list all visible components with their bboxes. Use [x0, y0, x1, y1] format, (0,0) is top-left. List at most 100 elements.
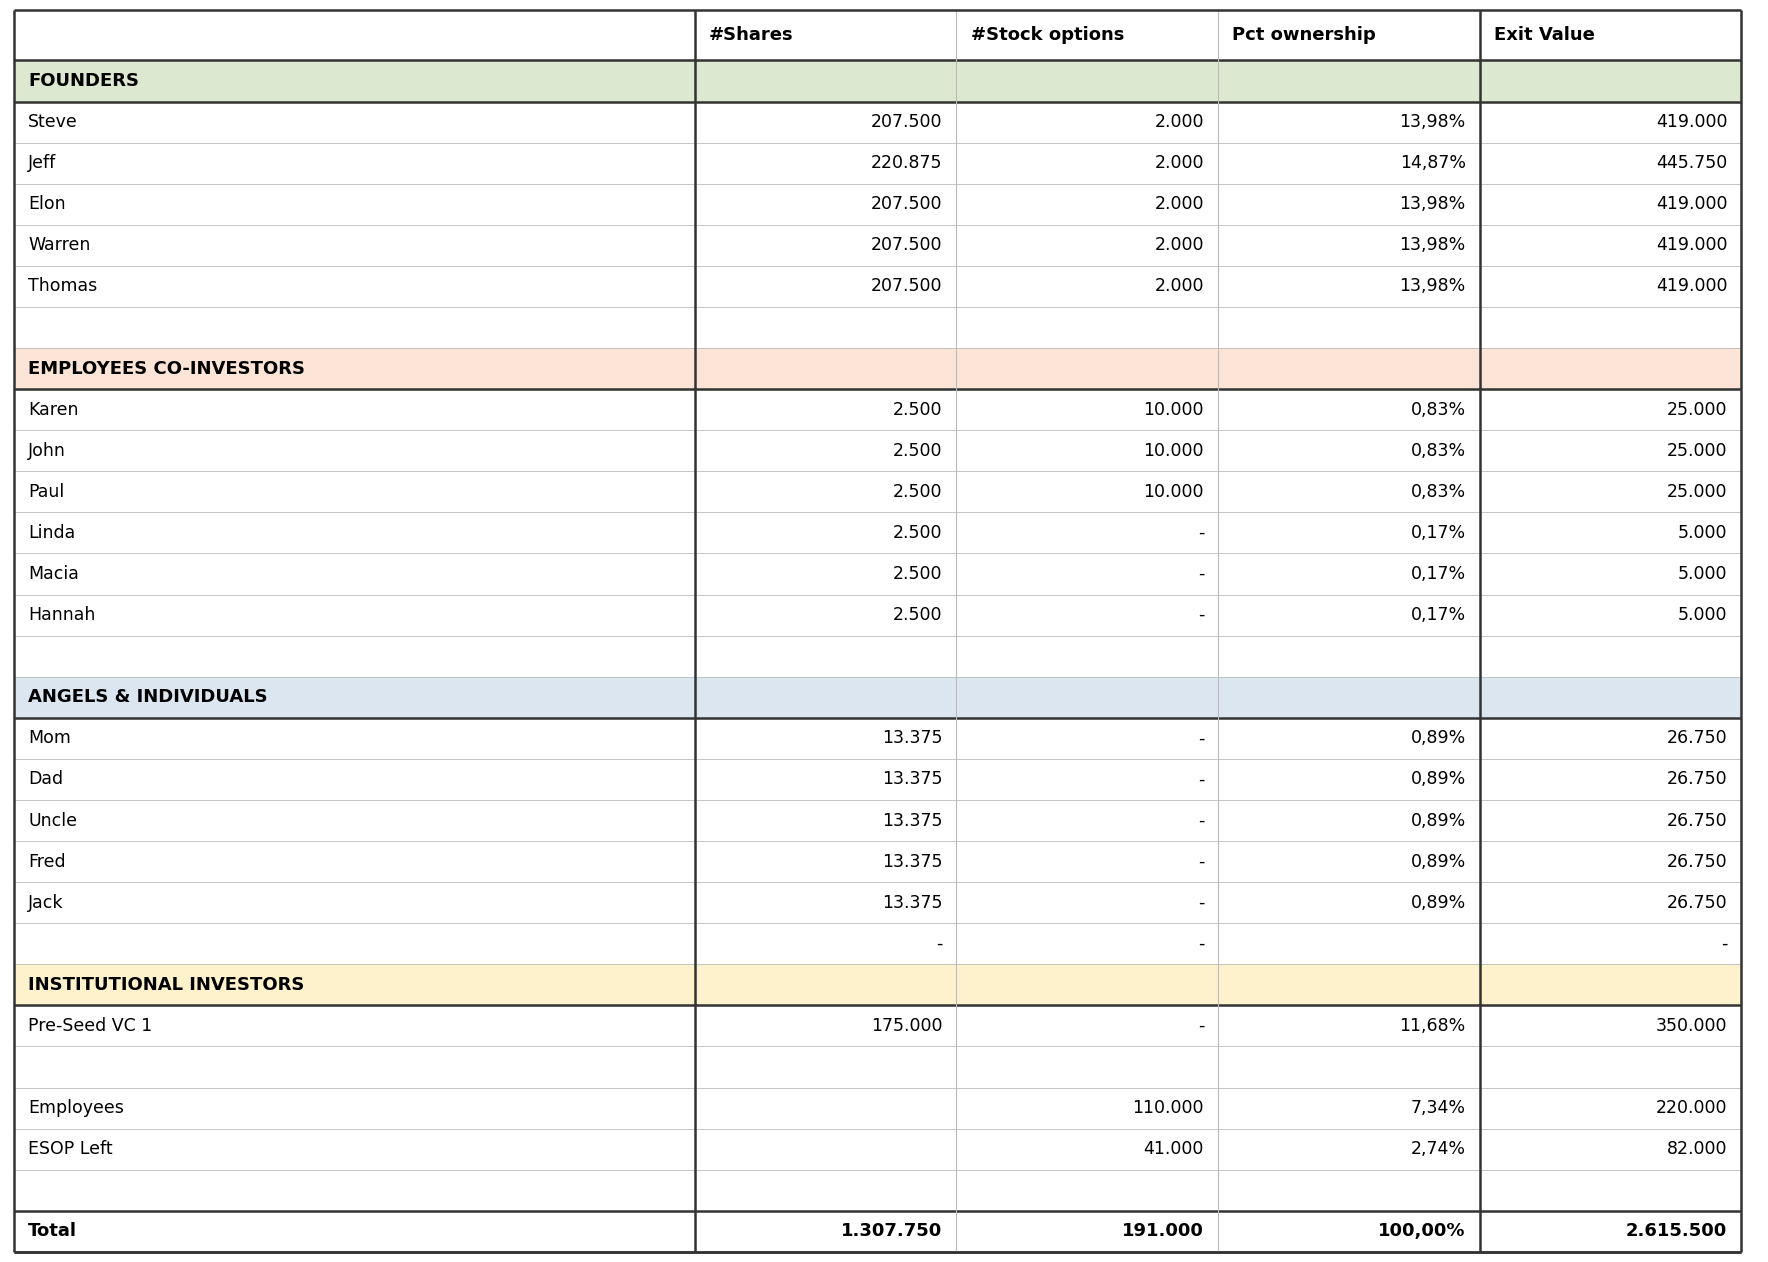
Text: 26.750: 26.750 [1667, 893, 1727, 911]
Bar [14, 1210, 1741, 1252]
Text: 445.750: 445.750 [1657, 154, 1727, 172]
Text: 2.615.500: 2.615.500 [1627, 1223, 1727, 1241]
Text: 2.000: 2.000 [1155, 154, 1204, 172]
Bar [14, 964, 1741, 1006]
Bar [14, 430, 1741, 471]
Text: 13.375: 13.375 [882, 811, 942, 829]
Bar [14, 471, 1741, 512]
Bar [14, 676, 1741, 718]
Bar [14, 225, 1741, 266]
Text: FOUNDERS: FOUNDERS [28, 72, 140, 90]
Text: 110.000: 110.000 [1133, 1099, 1204, 1117]
Text: ESOP Left: ESOP Left [28, 1140, 113, 1159]
Text: 0,89%: 0,89% [1411, 811, 1466, 829]
Text: 25.000: 25.000 [1667, 400, 1727, 419]
Text: -: - [1197, 1017, 1204, 1035]
Text: INSTITUTIONAL INVESTORS: INSTITUTIONAL INVESTORS [28, 976, 304, 994]
Bar [14, 143, 1741, 184]
Text: 0,89%: 0,89% [1411, 853, 1466, 871]
Text: 5.000: 5.000 [1678, 606, 1727, 625]
Text: 25.000: 25.000 [1667, 483, 1727, 501]
Bar [14, 882, 1741, 924]
Text: 220.000: 220.000 [1657, 1099, 1727, 1117]
Bar [14, 1046, 1741, 1088]
Text: Macia: Macia [28, 565, 80, 583]
Text: 5.000: 5.000 [1678, 565, 1727, 583]
Bar [14, 307, 1741, 348]
Bar [14, 10, 1741, 61]
Text: Thomas: Thomas [28, 278, 97, 295]
Text: ANGELS & INDIVIDUALS: ANGELS & INDIVIDUALS [28, 688, 269, 707]
Text: 13,98%: 13,98% [1400, 278, 1466, 295]
Text: -: - [1197, 524, 1204, 541]
Text: Fred: Fred [28, 853, 65, 871]
Bar [14, 61, 1741, 101]
Text: 0,17%: 0,17% [1411, 606, 1466, 625]
Text: Paul: Paul [28, 483, 65, 501]
Text: 207.500: 207.500 [872, 278, 942, 295]
Bar [14, 348, 1741, 389]
Text: 14,87%: 14,87% [1400, 154, 1466, 172]
Text: 419.000: 419.000 [1657, 114, 1727, 131]
Text: -: - [1197, 893, 1204, 911]
Text: 26.750: 26.750 [1667, 853, 1727, 871]
Bar [14, 1128, 1741, 1170]
Text: 100,00%: 100,00% [1379, 1223, 1466, 1241]
Text: 0,17%: 0,17% [1411, 565, 1466, 583]
Text: 0,89%: 0,89% [1411, 729, 1466, 747]
Text: 13.375: 13.375 [882, 729, 942, 747]
Text: 26.750: 26.750 [1667, 811, 1727, 829]
Text: 2.000: 2.000 [1155, 278, 1204, 295]
Text: 207.500: 207.500 [872, 236, 942, 255]
Text: 419.000: 419.000 [1657, 196, 1727, 213]
Text: -: - [935, 935, 942, 953]
Text: 419.000: 419.000 [1657, 278, 1727, 295]
Text: 2.500: 2.500 [893, 442, 942, 459]
Text: 350.000: 350.000 [1657, 1017, 1727, 1035]
Text: 0,83%: 0,83% [1411, 483, 1466, 501]
Bar [14, 636, 1741, 676]
Text: 207.500: 207.500 [872, 196, 942, 213]
Text: 419.000: 419.000 [1657, 236, 1727, 255]
Text: 13,98%: 13,98% [1400, 196, 1466, 213]
Text: 13,98%: 13,98% [1400, 236, 1466, 255]
Text: -: - [1197, 729, 1204, 747]
Bar [14, 594, 1741, 636]
Text: -: - [1197, 811, 1204, 829]
Bar [14, 1006, 1741, 1046]
Text: Hannah: Hannah [28, 606, 95, 625]
Text: -: - [1720, 935, 1727, 953]
Text: Elon: Elon [28, 196, 65, 213]
Text: 13.375: 13.375 [882, 770, 942, 789]
Bar [14, 184, 1741, 225]
Text: Karen: Karen [28, 400, 80, 419]
Text: Uncle: Uncle [28, 811, 78, 829]
Text: 207.500: 207.500 [872, 114, 942, 131]
Text: 2.000: 2.000 [1155, 196, 1204, 213]
Bar [14, 1088, 1741, 1128]
Text: 2.500: 2.500 [893, 524, 942, 541]
Text: 26.750: 26.750 [1667, 770, 1727, 789]
Text: Warren: Warren [28, 236, 90, 255]
Text: 10.000: 10.000 [1144, 442, 1204, 459]
Text: 11,68%: 11,68% [1400, 1017, 1466, 1035]
Text: 191.000: 191.000 [1123, 1223, 1204, 1241]
Text: 0,89%: 0,89% [1411, 770, 1466, 789]
Text: #Shares: #Shares [709, 27, 794, 44]
Text: -: - [1197, 565, 1204, 583]
Text: 13.375: 13.375 [882, 853, 942, 871]
Text: 5.000: 5.000 [1678, 524, 1727, 541]
Text: Pct ownership: Pct ownership [1232, 27, 1376, 44]
Text: 220.875: 220.875 [872, 154, 942, 172]
Text: 0,83%: 0,83% [1411, 442, 1466, 459]
Text: Mom: Mom [28, 729, 71, 747]
Text: -: - [1197, 606, 1204, 625]
Bar [14, 924, 1741, 964]
Bar [14, 758, 1741, 800]
Text: 10.000: 10.000 [1144, 400, 1204, 419]
Text: 41.000: 41.000 [1144, 1140, 1204, 1159]
Bar [14, 1170, 1741, 1210]
Text: 26.750: 26.750 [1667, 729, 1727, 747]
Text: Total: Total [28, 1223, 78, 1241]
Bar [14, 718, 1741, 758]
